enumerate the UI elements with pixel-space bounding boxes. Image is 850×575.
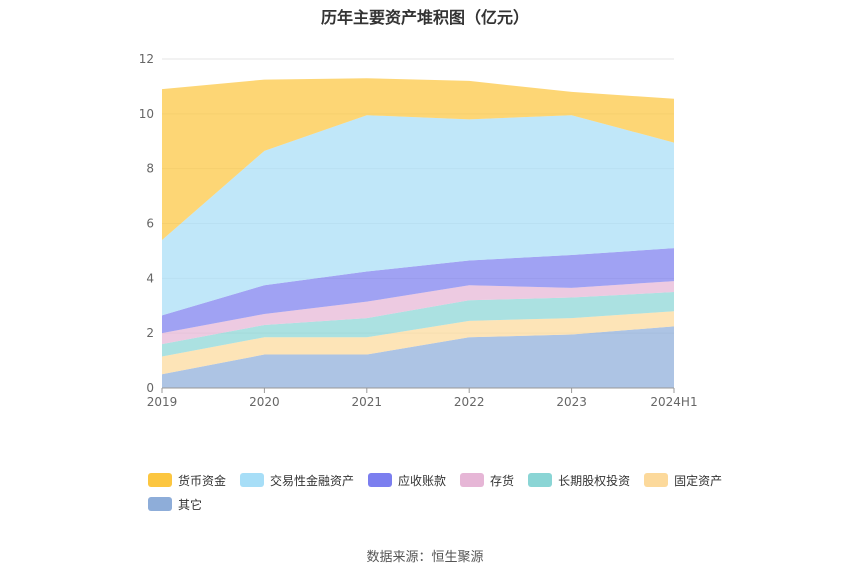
- legend-item[interactable]: 货币资金: [148, 472, 226, 488]
- legend-label: 存货: [490, 473, 515, 488]
- legend-swatch: [368, 473, 393, 487]
- y-tick-label: 6: [146, 217, 154, 231]
- legend-swatch: [148, 497, 172, 511]
- y-tick-label: 8: [146, 162, 154, 176]
- y-tick-label: 4: [146, 271, 154, 285]
- legend-swatch: [148, 473, 172, 487]
- area-series-应收账款: [162, 248, 674, 334]
- legend-swatch: [460, 473, 485, 487]
- legend-swatch: [528, 473, 553, 487]
- legend: 货币资金 交易性金融资产 应收账款 存货 长期股权投资 固定资产其它: [148, 472, 728, 512]
- stacked-area-chart: 0 2 4 6 8 10 12 2019 2020 2021 2022 2023 2024H1: [139, 52, 698, 409]
- legend-item[interactable]: 应收账款: [368, 472, 446, 488]
- legend-swatch: [240, 473, 265, 487]
- legend-label: 长期股权投资: [558, 473, 631, 488]
- data-source-note: 数据来源：恒生聚源: [366, 550, 484, 565]
- x-tick-label: 2019: [147, 395, 178, 409]
- legend-item[interactable]: 交易性金融资产: [240, 472, 354, 488]
- chart-title: 历年主要资产堆积图（亿元）: [320, 8, 529, 27]
- legend-item[interactable]: 其它: [148, 496, 202, 512]
- legend-item[interactable]: 固定资产: [644, 472, 722, 488]
- x-tick-label: 2023: [556, 395, 587, 409]
- y-tick-label: 2: [146, 326, 154, 340]
- area-series-存货: [162, 281, 674, 345]
- axes: 0 2 4 6 8 10 12 2019 2020 2021 2022 2023 2024H1: [139, 52, 698, 409]
- legend-swatch: [644, 473, 669, 487]
- legend-label: 交易性金融资产: [270, 473, 355, 488]
- legend-item[interactable]: 存货: [460, 472, 514, 488]
- legend-label: 应收账款: [398, 473, 447, 488]
- y-tick-label: 0: [146, 381, 154, 395]
- legend-label: 其它: [178, 497, 203, 512]
- x-tick-label: 2020: [249, 395, 280, 409]
- area-series-交易性金融资产: [162, 115, 674, 316]
- x-tick-label: 2024H1: [650, 395, 697, 409]
- y-tick-label: 12: [139, 52, 154, 66]
- x-tick-label: 2021: [352, 395, 383, 409]
- area-series-货币资金: [162, 78, 674, 240]
- y-tick-label: 10: [139, 107, 154, 121]
- legend-item[interactable]: 长期股权投资: [528, 472, 630, 488]
- area-series-其它: [162, 326, 674, 388]
- legend-label: 货币资金: [178, 473, 227, 488]
- area-series-group: [162, 78, 674, 388]
- legend-label: 固定资产: [674, 473, 723, 488]
- area-series-固定资产: [162, 311, 674, 375]
- x-tick-label: 2022: [454, 395, 485, 409]
- area-series-长期股权投资: [162, 292, 674, 357]
